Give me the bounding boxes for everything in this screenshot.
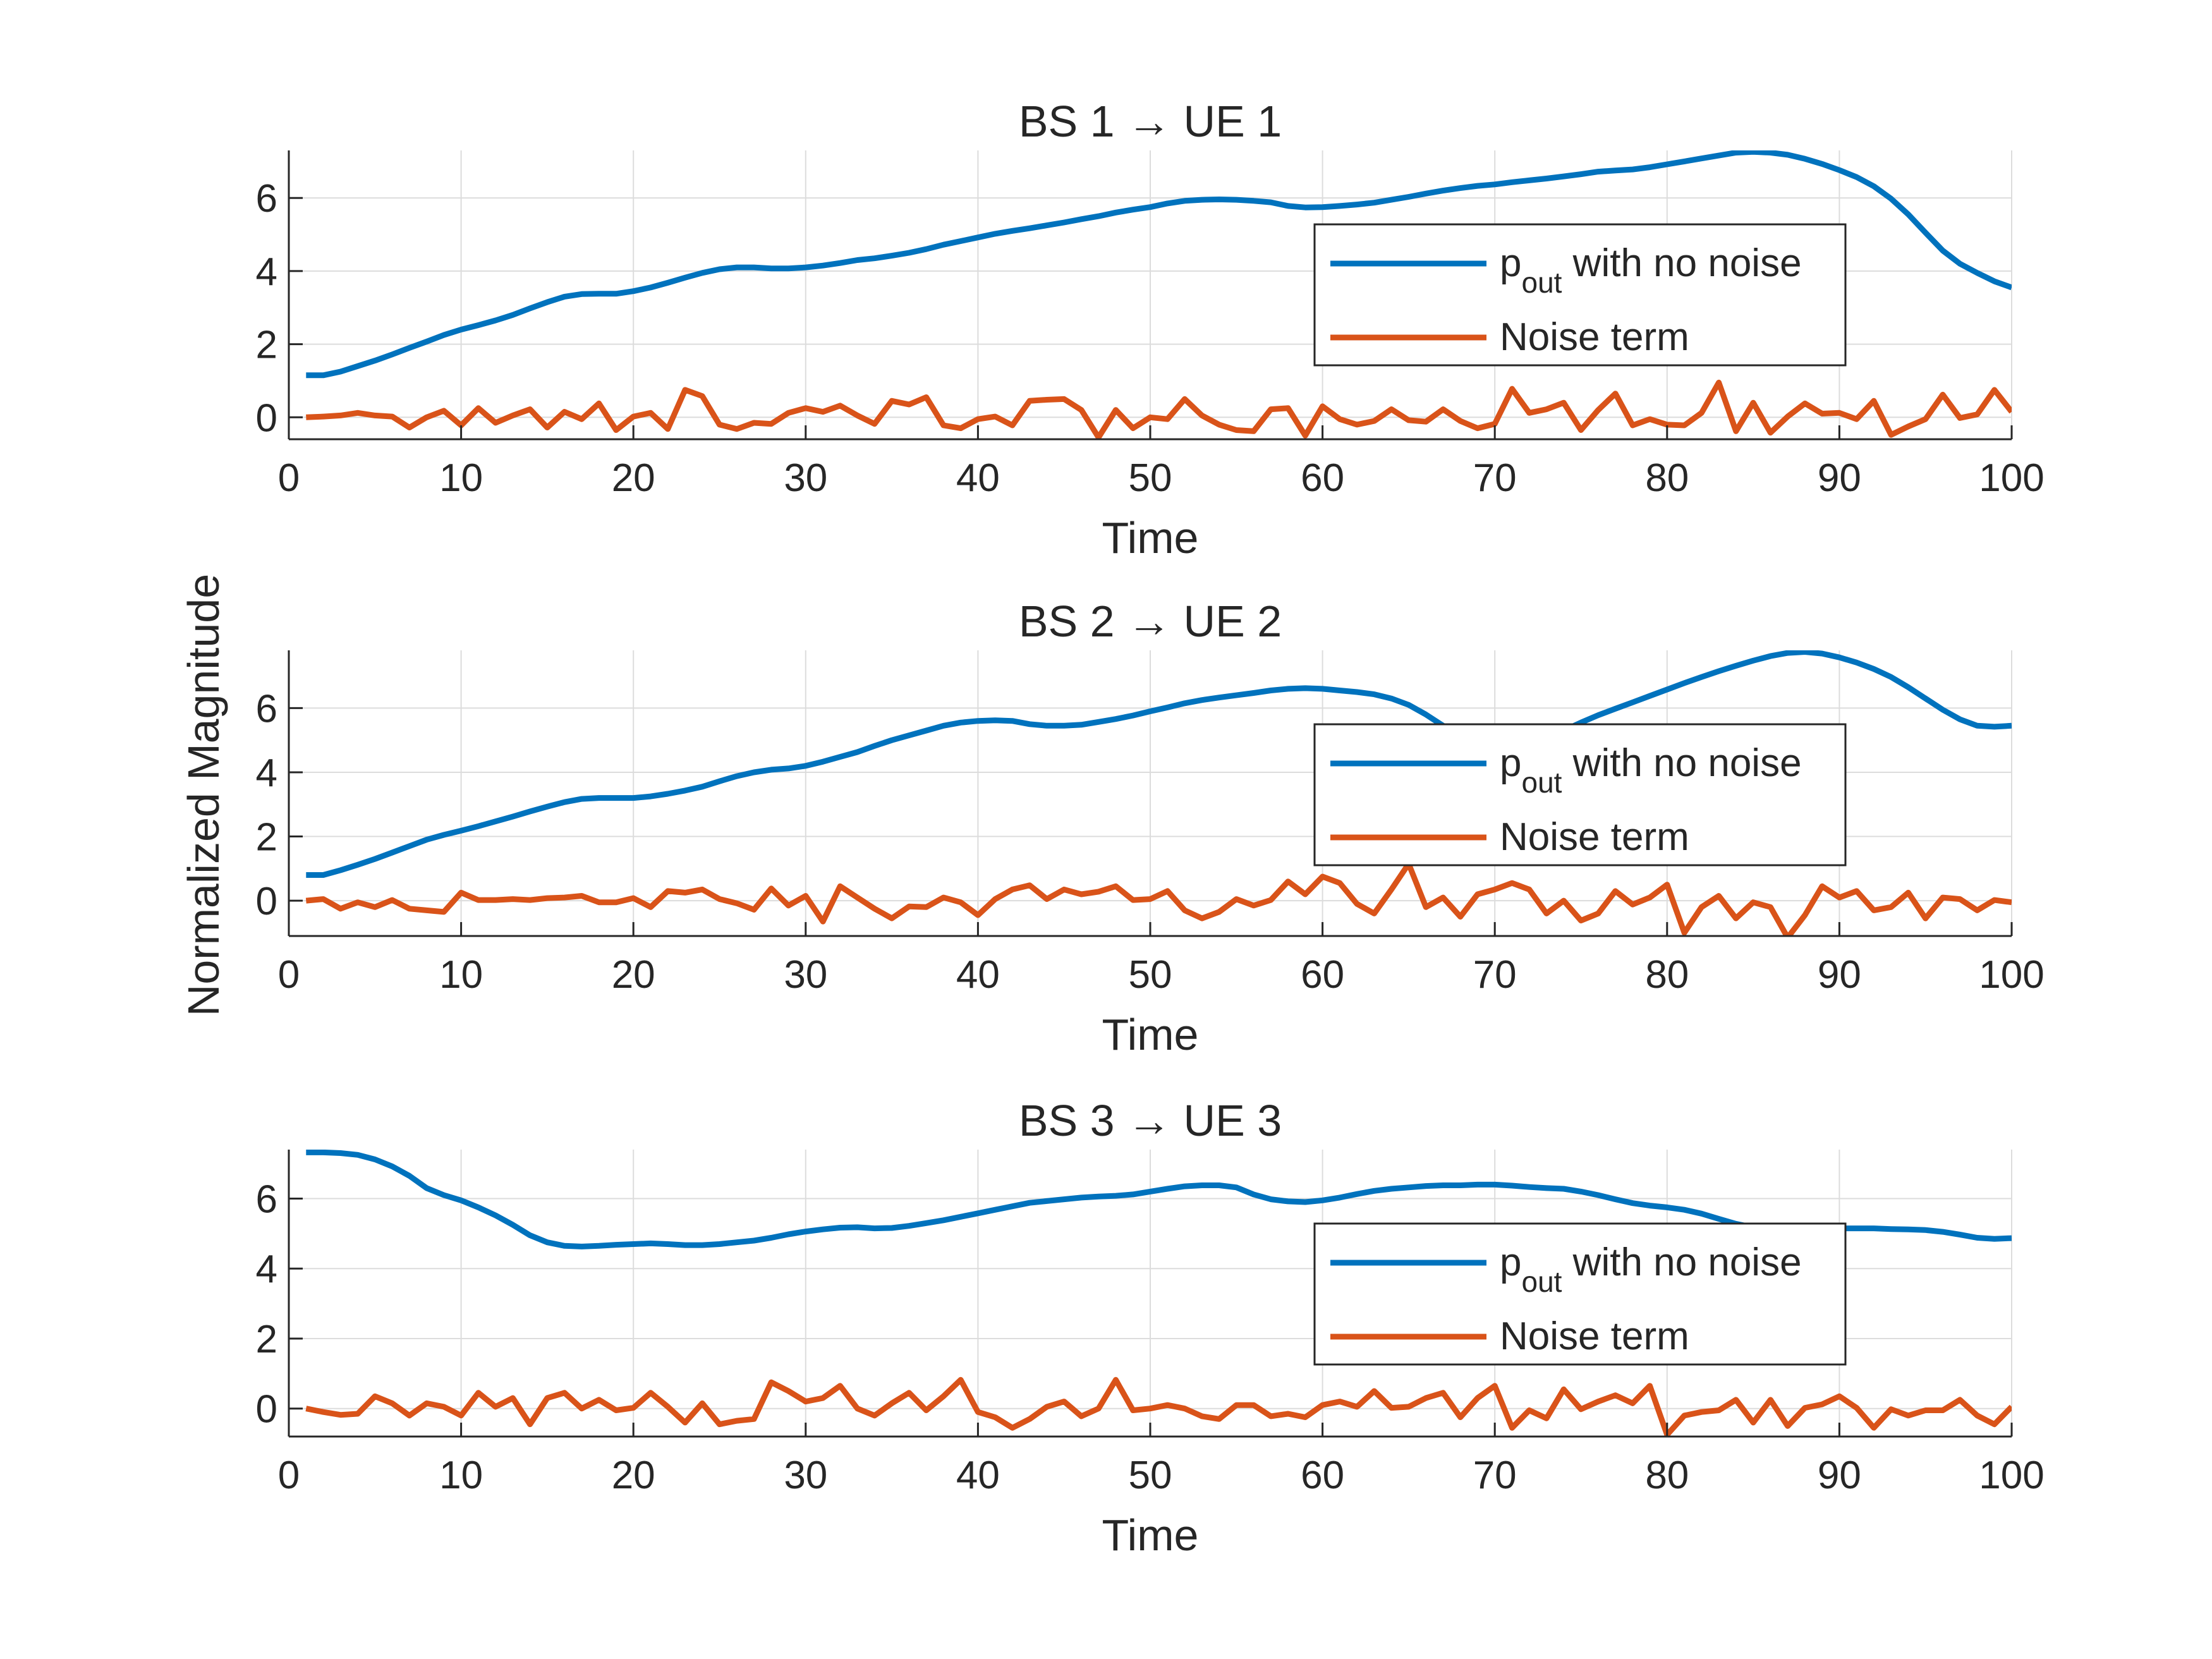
- series-group: [305, 1150, 2012, 1437]
- x-tick-label: 80: [1645, 953, 1689, 997]
- y-tick-label: 2: [256, 816, 277, 860]
- series-line-p-out: [306, 1150, 2012, 1249]
- x-tick-label: 10: [439, 1454, 483, 1497]
- x-tick-label: 50: [1129, 1454, 1172, 1497]
- y-tick-label: 6: [256, 177, 277, 221]
- series-line-p-out: [306, 150, 2012, 379]
- legend: pout with no noise Noise term: [1313, 723, 1847, 866]
- x-axis-label: Time: [1102, 513, 1199, 562]
- y-tick-label: 4: [256, 250, 277, 294]
- y-tick-label: 0: [256, 880, 277, 923]
- x-tick-label: 40: [956, 456, 1000, 500]
- x-tick-label: 60: [1301, 456, 1344, 500]
- legend-label-noise: Noise term: [1500, 315, 1689, 359]
- x-tick-label: 60: [1301, 1454, 1344, 1497]
- x-tick-label: 10: [439, 456, 483, 500]
- figure-ylabel: Normalized Magnitude: [179, 574, 228, 1016]
- subplot-1: 0 10 20 30 40 50 60 70 80 90 100 0 2 4 6 BS 1 → UE 1 Tim…: [256, 97, 2045, 562]
- x-tick-label: 90: [1818, 1454, 1861, 1497]
- x-tick-label: 20: [612, 953, 655, 997]
- x-tick-label: 90: [1818, 953, 1861, 997]
- y-tick-label: 0: [256, 396, 277, 440]
- y-tick-label: 4: [256, 751, 277, 795]
- x-tick-label: 20: [612, 1454, 655, 1497]
- legend-label-p-out: pout with no noise: [1500, 1241, 1802, 1298]
- subplot-2: 0 10 20 30 40 50 60 70 80 90 100 0 2 4 6 BS 2 → UE 2 Tim…: [256, 597, 2045, 1059]
- series-line-noise: [305, 861, 2012, 936]
- x-tick-label: 50: [1129, 953, 1172, 997]
- y-tick-label: 6: [256, 1178, 277, 1222]
- series-group: [305, 650, 2012, 936]
- x-tick-label: 30: [784, 953, 827, 997]
- x-tick-label: 0: [278, 1454, 300, 1497]
- x-tick-label: 30: [784, 1454, 827, 1497]
- subplot-title: BS 2 → UE 2: [1019, 597, 1282, 646]
- legend-label-noise: Noise term: [1500, 1315, 1689, 1358]
- x-tick-label: 40: [956, 953, 1000, 997]
- x-tick-label: 20: [612, 456, 655, 500]
- grid: [288, 650, 2012, 936]
- legend-box: [1313, 223, 1847, 367]
- y-tick-label: 2: [256, 324, 277, 367]
- x-tick-label: 70: [1473, 1454, 1517, 1497]
- x-tick-label: 30: [784, 456, 827, 500]
- x-tick-label: 0: [278, 456, 300, 500]
- legend-label-p-out: pout with no noise: [1500, 741, 1802, 799]
- subplot-3: 0 10 20 30 40 50 60 70 80 90 100 0 2 4 6 BS 3 → UE 3 Tim…: [256, 1096, 2045, 1560]
- x-axis-label: Time: [1102, 1010, 1199, 1059]
- x-tick-label: 90: [1818, 456, 1861, 500]
- legend-label-noise: Noise term: [1500, 815, 1689, 859]
- legend: pout with no noise Noise term: [1313, 223, 1847, 367]
- x-tick-label: 40: [956, 1454, 1000, 1497]
- x-tick-label: 100: [1979, 1454, 2044, 1497]
- x-axis-label: Time: [1102, 1510, 1199, 1560]
- y-tick-label: 0: [256, 1388, 277, 1431]
- subplot-title: BS 1 → UE 1: [1019, 97, 1282, 146]
- x-tick-label: 70: [1473, 456, 1517, 500]
- x-tick-label: 100: [1979, 953, 2044, 997]
- x-tick-label: 70: [1473, 953, 1517, 997]
- series-line-noise: [305, 1376, 2012, 1437]
- x-tick-label: 80: [1645, 456, 1689, 500]
- x-tick-label: 60: [1301, 953, 1344, 997]
- x-tick-label: 100: [1979, 456, 2044, 500]
- legend-label-p-out: pout with no noise: [1500, 241, 1802, 299]
- series-group: [306, 150, 2012, 439]
- series-line-p-out: [306, 650, 2012, 878]
- y-tick-label: 4: [256, 1248, 277, 1291]
- x-tick-label: 0: [278, 953, 300, 997]
- y-tick-label: 2: [256, 1318, 277, 1361]
- x-tick-label: 50: [1129, 456, 1172, 500]
- series-line-noise: [306, 379, 2012, 439]
- y-tick-label: 6: [256, 687, 277, 731]
- legend: pout with no noise Noise term: [1313, 1222, 1847, 1366]
- legend-box: [1313, 723, 1847, 866]
- legend-box: [1313, 1222, 1847, 1366]
- x-tick-label: 10: [439, 953, 483, 997]
- x-tick-label: 80: [1645, 1454, 1689, 1497]
- subplot-title: BS 3 → UE 3: [1019, 1096, 1282, 1145]
